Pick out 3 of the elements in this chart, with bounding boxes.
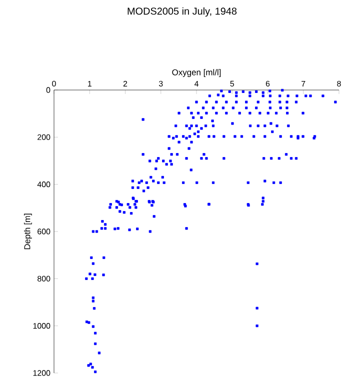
chart-title: MODS2005 in July, 1948 [128, 7, 237, 17]
x-axis-title: Oxygen [ml/l] [172, 69, 221, 77]
y-axis-title: Depth [m] [24, 214, 32, 250]
